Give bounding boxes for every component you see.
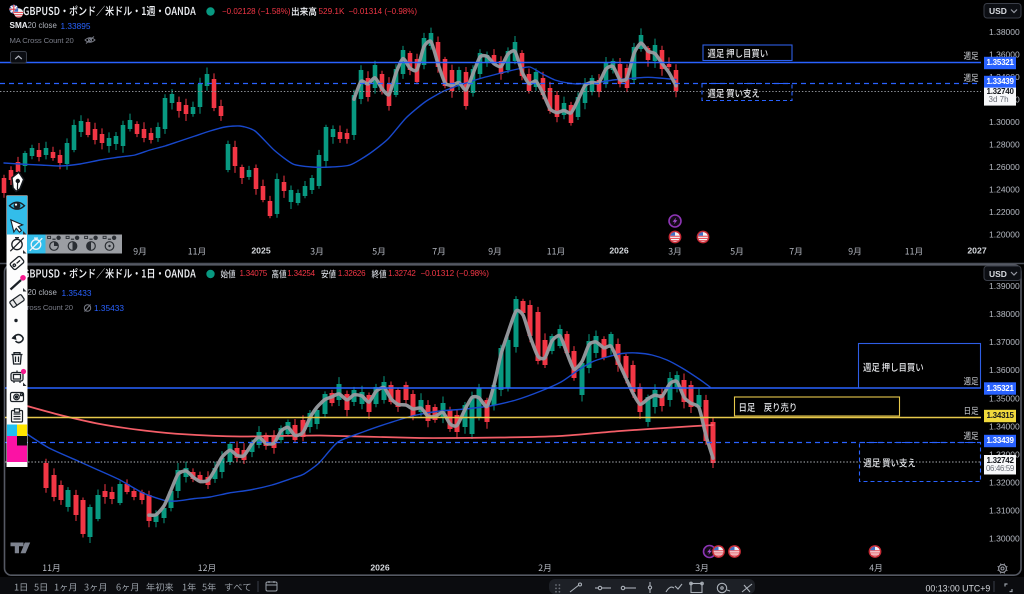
svg-text:1.39000: 1.39000 <box>989 281 1020 291</box>
svg-text:1.34000: 1.34000 <box>989 421 1020 431</box>
svg-text:1.31000: 1.31000 <box>989 506 1020 516</box>
svg-text:1.35000: 1.35000 <box>989 393 1020 403</box>
svg-text:1.30000: 1.30000 <box>989 534 1020 544</box>
svg-text:1.33000: 1.33000 <box>989 449 1020 459</box>
svg-text:1.22000: 1.22000 <box>989 207 1020 217</box>
svg-text:1.38000: 1.38000 <box>989 27 1020 37</box>
svg-text:1.20000: 1.20000 <box>989 230 1020 240</box>
svg-text:1.26000: 1.26000 <box>989 162 1020 172</box>
svg-text:1.30000: 1.30000 <box>989 117 1020 127</box>
svg-text:1.28000: 1.28000 <box>989 140 1020 150</box>
svg-text:1.36000: 1.36000 <box>989 365 1020 375</box>
svg-text:1.36000: 1.36000 <box>989 50 1020 60</box>
svg-text:1.32000: 1.32000 <box>989 477 1020 487</box>
svg-text:1.24000: 1.24000 <box>989 185 1020 195</box>
svg-text:1.38000: 1.38000 <box>989 309 1020 319</box>
svg-text:1.37000: 1.37000 <box>989 337 1020 347</box>
